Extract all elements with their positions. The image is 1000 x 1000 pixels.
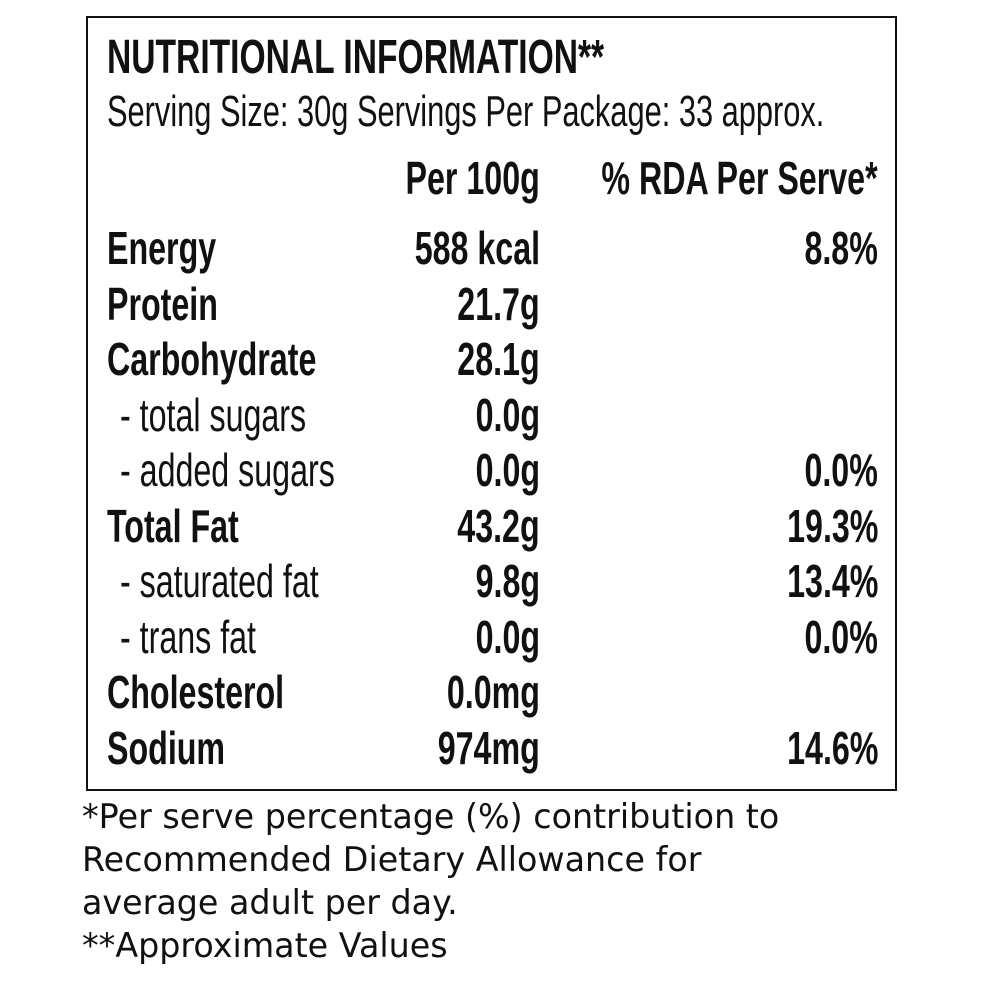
nutrient-name: Carbohydrate xyxy=(107,333,317,385)
column-header: % RDA Per Serve* xyxy=(601,152,878,204)
per-100g-value: 43.2g xyxy=(457,499,540,552)
nutrient-name: Cholesterol xyxy=(107,666,285,718)
per-100g-value: 0.0g xyxy=(475,388,540,441)
footnote: Recommended Dietary Allowance for xyxy=(82,840,702,880)
rda-value: 0.0% xyxy=(804,610,878,663)
per-100g-value: 28.1g xyxy=(457,333,540,385)
footnote: *Per serve percentage (%) contribution t… xyxy=(82,797,780,837)
nutrient-name: - total sugars xyxy=(120,388,307,441)
nutrient-name: - added sugars xyxy=(120,444,335,496)
per-100g-value: 21.7g xyxy=(457,277,540,330)
nutrient-name: - saturated fat xyxy=(120,555,319,607)
per-100g-value: 9.8g xyxy=(475,555,540,607)
nutrient-name: Total Fat xyxy=(107,499,239,552)
per-100g-value: 0.0mg xyxy=(446,666,540,718)
footnote: **Approximate Values xyxy=(82,926,448,966)
title: NUTRITIONAL INFORMATION** xyxy=(107,31,605,84)
nutrient-name: - trans fat xyxy=(120,610,257,663)
footnote: average adult per day. xyxy=(82,883,458,923)
per-100g-value: 0.0g xyxy=(475,610,540,663)
rda-value: 8.8% xyxy=(804,222,878,274)
per-100g-value: 588 kcal xyxy=(414,222,540,274)
nutrient-name: Sodium xyxy=(107,721,226,774)
nutrient-name: Energy xyxy=(107,222,217,274)
per-100g-value: 0.0g xyxy=(475,444,540,496)
rda-value: 14.6% xyxy=(786,721,878,774)
rda-value: 13.4% xyxy=(786,555,878,607)
rda-value: 19.3% xyxy=(786,499,878,552)
nutrient-name: Protein xyxy=(107,277,218,330)
rda-value: 0.0% xyxy=(804,444,878,496)
serving-info: Serving Size: 30g Servings Per Package: … xyxy=(107,87,825,136)
column-header: Per 100g xyxy=(405,152,540,204)
label-border xyxy=(86,16,897,791)
per-100g-value: 974mg xyxy=(437,721,540,774)
